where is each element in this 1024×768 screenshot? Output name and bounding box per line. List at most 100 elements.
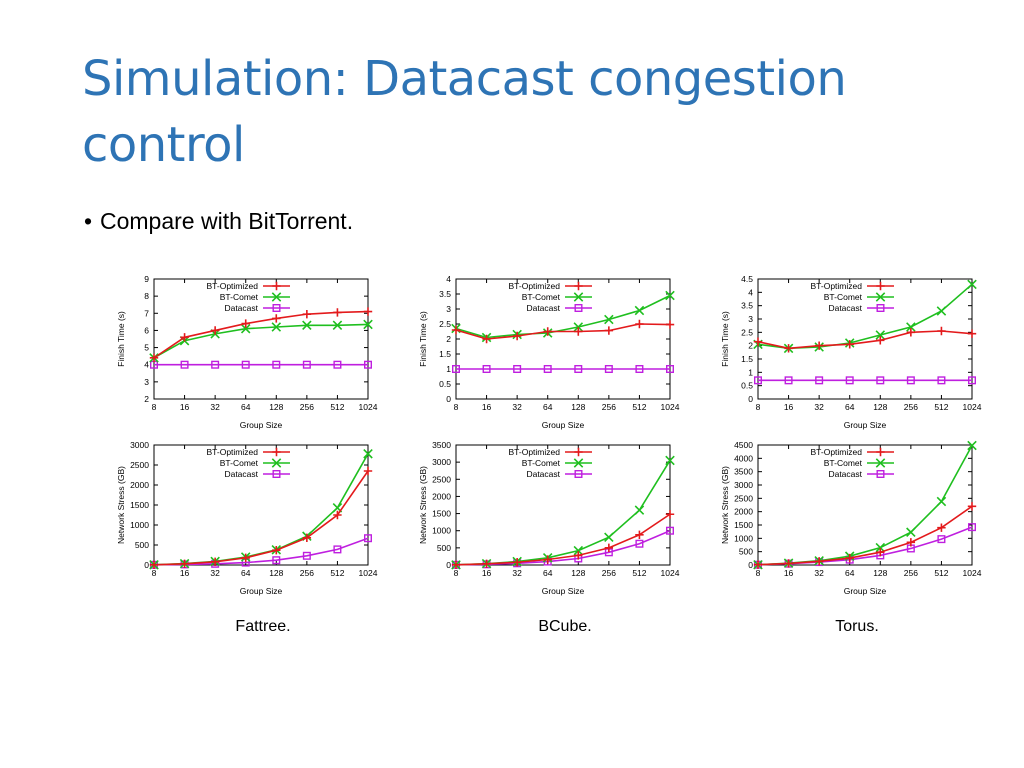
legend-label: BT-Optimized — [207, 281, 259, 291]
data-point — [302, 551, 311, 560]
data-point — [845, 340, 854, 349]
data-point — [876, 376, 885, 385]
data-point — [574, 327, 583, 336]
y-tick-label: 1500 — [432, 509, 451, 519]
y-tick-label: 0 — [446, 560, 451, 570]
legend-marker — [876, 447, 885, 457]
x-tick-label: 16 — [180, 402, 190, 412]
y-tick-label: 3.5 — [741, 301, 753, 311]
data-point — [968, 376, 977, 385]
x-tick-label: 1024 — [359, 568, 378, 578]
data-point — [210, 326, 220, 335]
data-point — [272, 314, 281, 323]
data-point — [937, 523, 946, 532]
x-tick-label: 64 — [543, 568, 553, 578]
series-line — [757, 330, 973, 350]
series-bt-optimized — [753, 502, 977, 569]
x-tick-label: 1024 — [661, 402, 680, 412]
y-tick-label: 1 — [748, 367, 753, 377]
x-axis-label: Group Size — [542, 420, 585, 430]
y-tick-label: 1000 — [130, 520, 149, 530]
bullet-item: • Compare with BitTorrent. — [84, 208, 353, 235]
x-tick-label: 256 — [904, 568, 918, 578]
x-tick-label: 128 — [873, 568, 887, 578]
data-point — [574, 551, 583, 560]
data-point — [333, 510, 342, 520]
data-point — [665, 455, 675, 466]
y-tick-label: 2.5 — [741, 327, 753, 337]
data-point — [906, 538, 916, 547]
y-axis-label: Finish Time (s) — [116, 311, 126, 367]
x-tick-label: 64 — [241, 402, 251, 412]
caption-fattree: Fattree. — [235, 618, 291, 635]
x-axis-label: Group Size — [844, 586, 887, 596]
data-point — [814, 341, 824, 350]
legend-marker — [573, 458, 584, 468]
y-tick-label: 1500 — [734, 520, 753, 530]
y-tick-label: 2000 — [432, 491, 451, 501]
legend-label: Datacast — [224, 469, 258, 479]
legend-label: Datacast — [828, 303, 862, 313]
y-tick-label: 1.5 — [439, 349, 451, 359]
y-tick-label: 3500 — [734, 467, 753, 477]
legend-label: BT-Optimized — [509, 447, 561, 457]
y-tick-label: 1.5 — [741, 354, 753, 364]
series-bt-comet — [451, 290, 675, 343]
x-tick-label: 512 — [632, 402, 646, 412]
data-point — [333, 360, 342, 369]
data-point — [271, 322, 282, 332]
data-point — [302, 360, 311, 369]
data-point — [363, 319, 373, 330]
y-tick-label: 1 — [446, 364, 451, 374]
x-tick-label: 32 — [814, 568, 824, 578]
series-line — [757, 526, 973, 566]
y-axis-label: Finish Time (s) — [720, 311, 730, 367]
data-point — [543, 364, 552, 373]
data-point — [241, 360, 250, 369]
chart-bcube-finish-time: 0 0.5 1 1.5 2 2.5 3 3.5 4 8 16 32 64 128 256 512 1024 Gro… — [418, 274, 680, 430]
series-bt-comet — [753, 440, 977, 570]
caption-torus: Torus. — [835, 618, 879, 635]
x-tick-label: 128 — [269, 402, 283, 412]
legend-marker — [876, 281, 885, 291]
y-tick-label: 0 — [446, 394, 451, 404]
data-point — [241, 553, 250, 562]
legend-marker — [574, 281, 583, 291]
y-tick-label: 4500 — [734, 440, 753, 450]
y-tick-label: 2000 — [734, 507, 753, 517]
legend-label: Datacast — [828, 469, 862, 479]
plot-frame — [153, 278, 369, 400]
series-bt-optimized — [451, 510, 675, 570]
y-tick-label: 4 — [144, 360, 149, 370]
data-point — [364, 360, 373, 369]
series-bt-optimized — [149, 466, 373, 569]
data-point — [332, 320, 343, 331]
data-point — [665, 290, 675, 301]
y-tick-label: 9 — [144, 274, 149, 284]
data-point — [333, 308, 342, 317]
y-tick-label: 2500 — [734, 493, 753, 503]
y-tick-label: 2500 — [130, 460, 149, 470]
x-tick-label: 1024 — [661, 568, 680, 578]
y-tick-label: 4.5 — [741, 274, 753, 284]
data-point — [210, 557, 220, 566]
y-tick-label: 500 — [437, 543, 451, 553]
y-tick-label: 0.5 — [741, 381, 753, 391]
legend-label: Datacast — [224, 303, 258, 313]
legend-marker — [875, 292, 886, 302]
data-point — [967, 440, 977, 451]
series-line — [153, 310, 369, 359]
legend-marker — [875, 458, 886, 468]
x-tick-label: 64 — [543, 402, 553, 412]
data-point — [240, 323, 251, 334]
data-point — [363, 466, 373, 476]
data-point — [937, 376, 946, 385]
x-tick-label: 512 — [330, 402, 344, 412]
y-tick-label: 3500 — [432, 440, 451, 450]
data-point — [635, 539, 644, 548]
x-tick-label: 512 — [934, 402, 948, 412]
legend-label: BT-Optimized — [509, 281, 561, 291]
data-point — [967, 279, 977, 290]
data-point — [937, 326, 946, 336]
x-tick-label: 16 — [482, 568, 492, 578]
